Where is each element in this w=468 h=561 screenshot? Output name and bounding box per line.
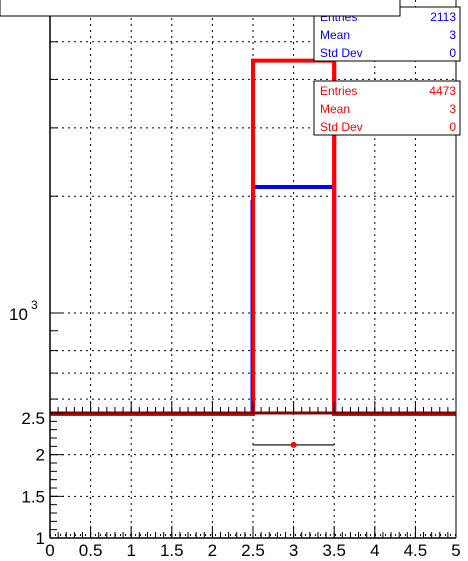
stats-value: 0 <box>449 120 456 134</box>
x-tick-label: 1 <box>126 541 135 560</box>
y-tick-label-lower: 1 <box>36 529 45 548</box>
x-tick-label: 2.5 <box>241 541 265 560</box>
y-tick-label-1e3-exponent: 3 <box>31 298 38 312</box>
x-tick-label: 0 <box>45 541 54 560</box>
stats-label: Mean <box>320 102 350 116</box>
title-box-frame <box>0 0 401 17</box>
y-tick-label-lower: 2 <box>36 446 45 465</box>
x-tick-label: 0.5 <box>79 541 103 560</box>
x-tick-label: 5 <box>451 541 460 560</box>
x-tick-label: 3 <box>289 541 298 560</box>
x-tick-label: 2 <box>208 541 217 560</box>
stats-value: 3 <box>449 28 456 42</box>
stats-value: 3 <box>449 102 456 116</box>
stats-value: 0 <box>449 46 456 60</box>
x-tick-label: 4 <box>370 541 379 560</box>
y-tick-label-lower: 1.5 <box>21 487 45 506</box>
stats-box-2: Entries 4473 Mean 3 Std Dev 0 <box>313 80 461 136</box>
ratio-point-marker <box>290 441 297 448</box>
stats-label: Std Dev <box>320 120 363 134</box>
x-tick-label: 1.5 <box>160 541 184 560</box>
x-tick-label: 3.5 <box>322 541 346 560</box>
stats-label: Std Dev <box>320 46 363 60</box>
stats-label: Entries <box>320 84 357 98</box>
stats-value: 2113 <box>430 10 456 24</box>
stats-value: 4473 <box>429 84 456 98</box>
y-tick-label-1e3-base: 10 <box>9 305 28 324</box>
y-tick-label-lower: 2.5 <box>21 409 45 428</box>
stats-label: Mean <box>320 28 350 42</box>
stats-box-frame <box>313 80 461 136</box>
x-tick-label: 4.5 <box>404 541 428 560</box>
